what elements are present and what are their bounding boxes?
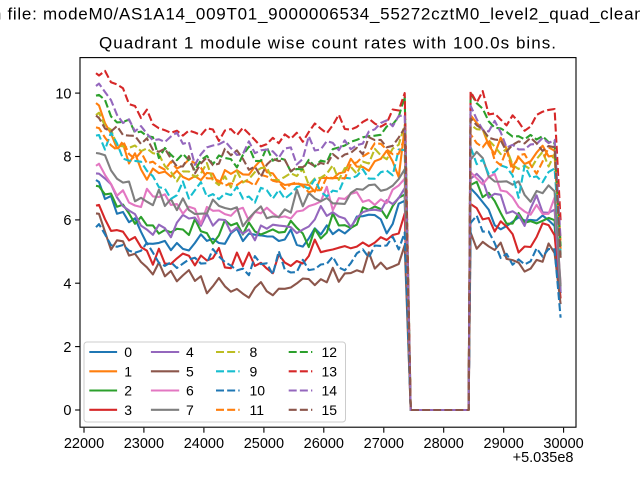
svg-text:26000: 26000 [304, 436, 344, 452]
svg-text:+5.035e8: +5.035e8 [513, 450, 574, 466]
svg-text:4: 4 [63, 276, 71, 292]
svg-text:0: 0 [63, 403, 71, 419]
svg-text:28000: 28000 [424, 436, 464, 452]
svg-text:11: 11 [250, 402, 265, 418]
svg-text:12: 12 [322, 344, 338, 360]
svg-text:8: 8 [250, 344, 258, 360]
svg-text:1: 1 [124, 363, 132, 379]
svg-text:2: 2 [63, 340, 71, 356]
svg-text:27000: 27000 [364, 436, 404, 452]
svg-text:3: 3 [124, 402, 132, 418]
svg-text:13: 13 [322, 363, 338, 379]
svg-text:22000: 22000 [64, 436, 104, 452]
svg-text:5: 5 [186, 363, 194, 379]
svg-text:23000: 23000 [124, 436, 164, 452]
svg-text:9: 9 [250, 363, 258, 379]
svg-text:Quadrant 1 module wise count r: Quadrant 1 module wise count rates with … [99, 33, 557, 52]
svg-text:8: 8 [63, 150, 71, 166]
svg-text:6: 6 [63, 213, 71, 229]
svg-text:7: 7 [186, 402, 194, 418]
svg-text:4: 4 [186, 344, 194, 360]
svg-text:25000: 25000 [244, 436, 284, 452]
svg-text:14: 14 [322, 383, 338, 399]
svg-text:10: 10 [55, 86, 71, 102]
svg-text:29000: 29000 [484, 436, 524, 452]
svg-text:30000: 30000 [543, 436, 583, 452]
svg-text:10: 10 [250, 383, 266, 399]
svg-text:24000: 24000 [184, 436, 224, 452]
svg-text:6: 6 [186, 383, 194, 399]
svg-text:0: 0 [124, 344, 132, 360]
svg-text:2: 2 [124, 383, 132, 399]
svg-text:n file: modeM0/AS1A14_009T01_9: n file: modeM0/AS1A14_009T01_9000006534_… [0, 5, 640, 24]
svg-text:15: 15 [322, 402, 338, 418]
